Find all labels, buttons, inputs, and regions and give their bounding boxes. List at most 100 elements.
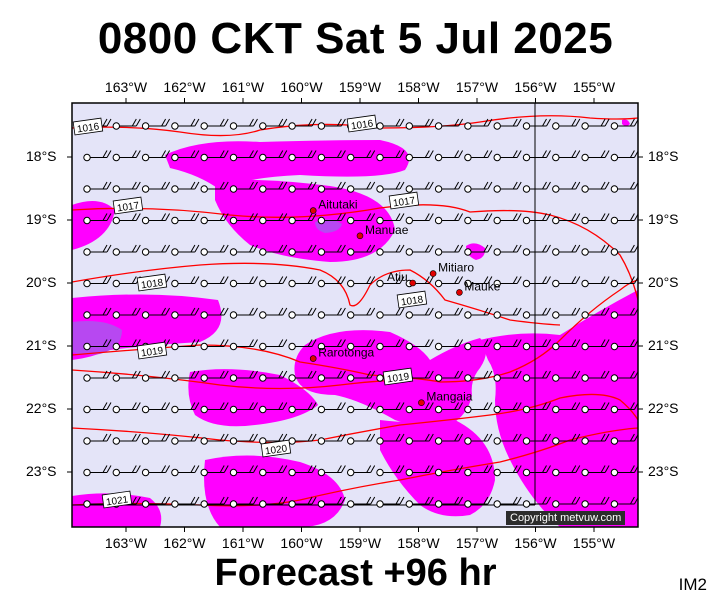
- wind-barb: [552, 118, 581, 130]
- wind-barb: [229, 465, 258, 477]
- wind-barb: [141, 402, 171, 414]
- wind-barb: [141, 465, 171, 477]
- island-name: Manuae: [365, 223, 409, 237]
- longitude-label: 158°W: [397, 535, 440, 551]
- wind-barb: [434, 118, 464, 130]
- map-frame: [71, 102, 639, 528]
- wind-barb: [552, 276, 581, 288]
- wind-barb: [434, 496, 464, 508]
- wind-barb: [229, 370, 258, 382]
- wind-barb: [83, 402, 112, 414]
- isobar-line: [72, 393, 638, 444]
- wind-barb: [347, 402, 376, 414]
- wind-barb: [317, 213, 346, 225]
- svg-text:1016: 1016: [350, 118, 374, 132]
- wind-barb: [552, 496, 581, 508]
- wind-barb: [405, 213, 434, 225]
- wind-barb: [200, 370, 229, 382]
- longitude-label: 159°W: [338, 79, 382, 95]
- wind-barb: [83, 181, 112, 193]
- wind-barb: [464, 370, 493, 382]
- wind-barb: [200, 150, 229, 162]
- longitude-label: 162°W: [163, 79, 206, 95]
- wind-barb: [464, 307, 493, 319]
- wind-barb: [434, 181, 464, 193]
- wind-barb: [610, 181, 638, 193]
- wind-barb: [376, 465, 405, 477]
- wind-barb: [376, 244, 405, 256]
- wind-barb: [200, 402, 229, 414]
- wind-barb: [522, 402, 551, 414]
- latitude-label: 20°S: [648, 274, 679, 290]
- rain-area: [72, 493, 162, 527]
- wind-barb: [610, 496, 638, 508]
- isobar-label: 1019: [136, 341, 168, 359]
- isobar-label: 1017: [112, 196, 144, 214]
- wind-barb: [141, 370, 171, 382]
- wind-barb: [464, 244, 493, 256]
- wind-barb: [200, 118, 229, 130]
- wind-barb: [581, 465, 610, 477]
- wind-barb: [112, 339, 141, 351]
- wind-barb: [229, 213, 258, 225]
- wind-barb: [317, 118, 346, 130]
- wind-barb: [552, 433, 581, 445]
- isobar-line: [72, 369, 411, 390]
- longitude-label: 162°W: [163, 535, 206, 551]
- svg-text:1016: 1016: [76, 121, 100, 135]
- island-marker: Mauke: [456, 279, 501, 296]
- wind-barb: [552, 339, 581, 351]
- longitude-label: 160°W: [280, 535, 323, 551]
- wind-barb: [405, 244, 434, 256]
- wind-barb: [83, 370, 112, 382]
- wind-barb: [405, 433, 434, 445]
- wind-barb: [581, 433, 610, 445]
- wind-barb: [229, 244, 258, 256]
- wind-barb: [83, 307, 112, 319]
- isobar-label: 1020: [260, 439, 292, 457]
- wind-barbs: [83, 118, 638, 508]
- wind-barb: [464, 181, 493, 193]
- wind-barb: [581, 402, 610, 414]
- wind-barb: [83, 244, 112, 256]
- latitude-label: 20°S: [26, 274, 57, 290]
- island-name: Aitutaki: [318, 198, 357, 212]
- wind-barb: [171, 150, 200, 162]
- longitude-label: 163°W: [104, 535, 148, 551]
- wind-barb: [259, 402, 288, 414]
- wind-barb: [376, 339, 405, 351]
- wind-barb: [200, 213, 229, 225]
- wind-barb: [522, 181, 551, 193]
- wind-barb: [347, 339, 376, 351]
- wind-barb: [493, 433, 522, 445]
- wind-barb: [171, 244, 200, 256]
- wind-barb: [141, 118, 171, 130]
- wind-barb: [112, 276, 141, 288]
- wind-barb: [493, 244, 522, 256]
- isobar-label: 1017: [388, 191, 420, 209]
- wind-barb: [493, 213, 522, 225]
- wind-barb: [171, 402, 200, 414]
- wind-barb: [376, 402, 405, 414]
- wind-barb: [317, 307, 346, 319]
- wind-barb: [552, 150, 581, 162]
- wind-barb: [83, 150, 112, 162]
- wind-barb: [112, 370, 141, 382]
- longitude-label: 157°W: [455, 535, 499, 551]
- wind-barb: [434, 402, 464, 414]
- wind-barb: [171, 370, 200, 382]
- wind-barb: [347, 307, 376, 319]
- wind-barb: [522, 150, 551, 162]
- island-name: Mauke: [464, 279, 500, 293]
- wind-barb: [434, 465, 464, 477]
- island-marker: Aitutaki: [309, 198, 358, 214]
- wind-barb: [434, 276, 464, 288]
- wind-barb: [259, 118, 288, 130]
- wind-barb: [376, 276, 405, 288]
- wind-barb: [581, 150, 610, 162]
- wind-barb: [200, 307, 229, 319]
- island-name: Atiu: [387, 270, 408, 284]
- wind-barb: [288, 307, 317, 319]
- wind-barb: [317, 181, 346, 193]
- wind-barb: [141, 433, 171, 445]
